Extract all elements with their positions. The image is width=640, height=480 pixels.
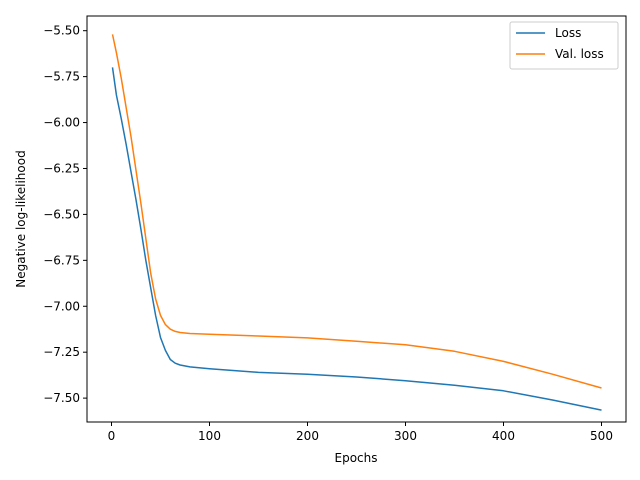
x-tick-label: 400 xyxy=(492,429,515,443)
y-axis: −5.50 −5.75 −6.00 −6.25 −6.50 −6.75 −7.00 −7.25… xyxy=(43,24,87,405)
y-tick-label: −6.50 xyxy=(43,207,80,221)
y-tick-label: −5.75 xyxy=(43,70,80,84)
y-axis-label: Negative log-likelihood xyxy=(14,150,28,287)
y-tick-label: −5.50 xyxy=(43,24,80,38)
plot-frame xyxy=(86,15,627,423)
legend: Loss Val. loss xyxy=(509,21,619,70)
x-tick-label: 300 xyxy=(394,429,417,443)
x-tick-label: 100 xyxy=(198,429,221,443)
legend-label-loss: Loss xyxy=(555,26,581,40)
series-line-loss xyxy=(111,67,602,411)
x-tick-label: 500 xyxy=(590,429,613,443)
x-axis: 0 100 200 300 400 500 xyxy=(108,422,613,443)
x-axis-label: Epochs xyxy=(335,451,378,465)
x-tick-label: 0 xyxy=(108,429,116,443)
y-tick-label: −7.25 xyxy=(43,345,80,359)
y-tick-label: −6.25 xyxy=(43,161,80,175)
plot-area xyxy=(86,15,627,423)
x-tick-label: 200 xyxy=(296,429,319,443)
series-line-val-loss xyxy=(111,34,602,389)
y-tick-label: −7.50 xyxy=(43,391,80,405)
legend-label-val-loss: Val. loss xyxy=(555,47,604,61)
y-tick-label: −6.75 xyxy=(43,253,80,267)
series-layer xyxy=(111,34,602,411)
y-tick-label: −6.00 xyxy=(43,116,80,130)
y-tick-label: −7.00 xyxy=(43,299,80,313)
